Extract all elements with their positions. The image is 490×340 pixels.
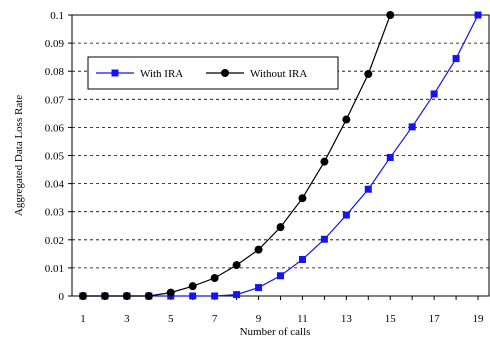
- legend-label-without-ira: Without IRA: [250, 68, 307, 80]
- x-axis-ticks: 1 3 5 7 9 11 13 15 17 19: [80, 296, 484, 325]
- y-tick-label: 0.02: [45, 235, 64, 247]
- x-tick-label: 15: [385, 313, 397, 325]
- data-point-without-ira: [298, 194, 307, 203]
- y-tick-label: 0.01: [45, 263, 64, 275]
- data-point-without-ira: [232, 261, 241, 270]
- data-point-without-ira: [122, 292, 131, 300]
- data-point-without-ira: [100, 292, 109, 300]
- data-point-without-ira: [188, 282, 197, 291]
- data-point-without-ira: [210, 274, 219, 283]
- data-point-with-ira: [474, 11, 482, 19]
- x-tick-label: 3: [124, 313, 130, 325]
- data-point-with-ira: [364, 185, 372, 193]
- data-point-with-ira: [255, 284, 263, 292]
- data-point-with-ira: [320, 235, 328, 243]
- y-axis-ticks: 0 0.01 0.02 0.03 0.04 0.05 0.06 0.07 0.08 0.09 0.1: [45, 10, 72, 303]
- data-point-without-ira: [364, 70, 373, 79]
- y-tick-label: 0.06: [45, 122, 65, 134]
- x-tick-label: 11: [297, 313, 308, 325]
- data-point-with-ira: [298, 255, 306, 263]
- legend-marker-without-ira: [221, 69, 229, 77]
- data-point-without-ira: [166, 288, 175, 297]
- x-tick-label: 13: [341, 313, 353, 325]
- x-tick-label: 5: [168, 313, 174, 325]
- x-tick-label: 9: [256, 313, 262, 325]
- data-point-with-ira: [386, 153, 394, 161]
- data-point-with-ira: [408, 123, 416, 131]
- y-tick-label: 0.07: [45, 94, 65, 106]
- x-tick-label: 19: [473, 313, 485, 325]
- data-point-without-ira: [342, 115, 351, 124]
- data-point-with-ira: [342, 211, 350, 219]
- data-point-with-ira: [189, 292, 197, 300]
- data-point-with-ira: [211, 292, 219, 300]
- data-point-with-ira: [430, 90, 438, 98]
- data-point-with-ira: [452, 55, 460, 63]
- y-tick-label: 0.08: [45, 66, 65, 78]
- series-without-ira: [78, 11, 395, 300]
- data-point-without-ira: [254, 245, 263, 254]
- x-tick-label: 17: [429, 313, 441, 325]
- x-tick-label: 1: [80, 313, 86, 325]
- y-tick-label: 0.04: [45, 179, 65, 191]
- legend: With IRA Without IRA: [87, 56, 339, 90]
- series-layer: [78, 11, 482, 300]
- y-axis-title: Aggregated Data Loss Rate: [13, 95, 25, 216]
- data-point-without-ira: [144, 292, 153, 300]
- data-point-without-ira: [386, 11, 395, 19]
- data-point-without-ira: [78, 292, 87, 300]
- data-point-without-ira: [276, 223, 285, 232]
- x-axis-title: Number of calls: [240, 326, 311, 338]
- y-tick-label: 0.09: [45, 38, 65, 50]
- data-point-with-ira: [233, 291, 241, 299]
- data-point-with-ira: [277, 272, 284, 280]
- y-tick-label: 0.05: [45, 151, 65, 163]
- legend-label-with-ira: With IRA: [140, 68, 183, 80]
- y-tick-label: 0: [59, 291, 65, 303]
- data-point-without-ira: [320, 157, 329, 166]
- x-tick-label: 7: [212, 313, 218, 325]
- legend-marker-with-ira: [111, 69, 119, 77]
- y-tick-label: 0.1: [50, 10, 64, 22]
- y-tick-label: 0.03: [45, 207, 65, 219]
